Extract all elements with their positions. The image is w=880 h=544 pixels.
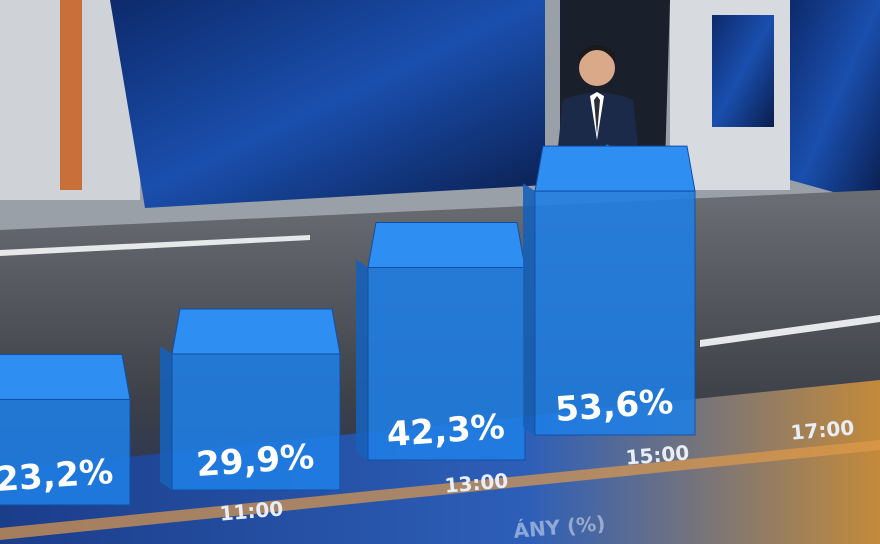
value-label: 53,6% — [554, 382, 674, 430]
bar-top — [534, 145, 696, 192]
floor-light — [700, 315, 880, 347]
x-tick-label: 17:00 — [790, 415, 856, 444]
video-wall — [790, 0, 880, 205]
stage-line — [0, 440, 880, 540]
value-label: 23,2% — [0, 452, 114, 500]
wall-stripe — [60, 0, 82, 190]
bar-side — [356, 259, 368, 460]
value-label: 42,3% — [385, 407, 505, 455]
bar-top — [0, 353, 131, 400]
bar-top — [367, 222, 526, 269]
floor-light — [0, 235, 310, 256]
bar — [367, 267, 526, 461]
x-tick-label: 11:00 — [219, 496, 285, 525]
bar-side — [523, 183, 535, 435]
bar — [0, 398, 131, 506]
bar — [171, 353, 341, 491]
screen — [712, 15, 774, 127]
bar — [534, 190, 696, 436]
value-label: 29,9% — [195, 437, 315, 485]
x-tick-label: 15:00 — [625, 440, 691, 469]
video-wall — [110, 0, 545, 208]
bar-top — [171, 308, 341, 355]
bar-side — [160, 345, 172, 490]
x-tick-label: 13:00 — [444, 468, 510, 497]
